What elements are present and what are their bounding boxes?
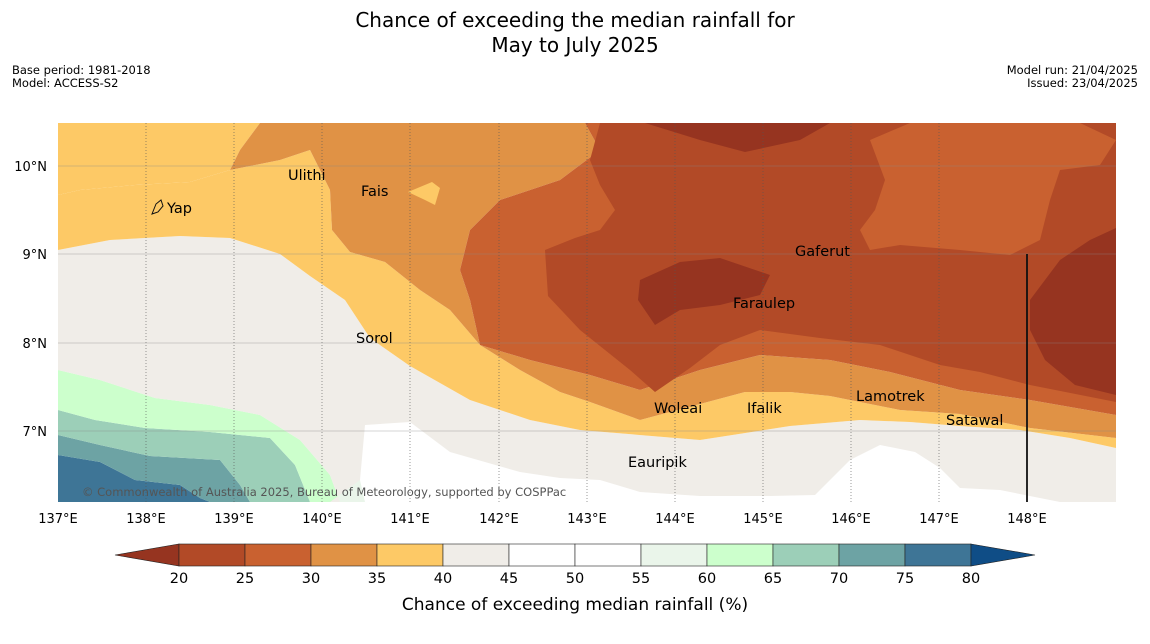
place-satawal: Satawal <box>946 413 1003 429</box>
yap-island <box>151 199 164 215</box>
colorbar-tick-labels: 20 25 30 35 40 45 50 55 60 65 70 75 80 <box>170 571 980 587</box>
place-woleai: Woleai <box>654 401 702 417</box>
place-eauripik: Eauripik <box>628 455 687 471</box>
lon-label: 148°E <box>1007 512 1047 527</box>
colorbar-tick: 80 <box>962 571 980 587</box>
lat-label: 7°N <box>23 425 48 440</box>
colorbar-seg <box>904 543 972 567</box>
lon-label: 145°E <box>743 512 783 527</box>
place-fais: Fais <box>361 184 388 200</box>
lon-tick-labels: 137°E 138°E 139°E 140°E 141°E 142°E 143°… <box>38 512 1047 527</box>
colorbar-seg <box>838 543 906 567</box>
band-35-40-fais <box>408 182 440 205</box>
place-labels: Yap Ulithi Fais Sorol Gaferut Faraulep W… <box>166 168 1003 471</box>
colorbar-seg <box>772 543 840 567</box>
colorbar-label: Chance of exceeding median rainfall (%) <box>402 595 748 615</box>
lon-label: 143°E <box>567 512 607 527</box>
lon-label: 139°E <box>214 512 254 527</box>
colorbar-seg <box>508 543 576 567</box>
forecast-map: Yap Ulithi Fais Sorol Gaferut Faraulep W… <box>14 123 1116 527</box>
lat-tick-labels: 10°N 9°N 8°N 7°N <box>14 160 47 440</box>
colorbar-arrow-low <box>114 543 180 567</box>
colorbar-seg <box>640 543 708 567</box>
colorbar-seg <box>574 543 642 567</box>
model-text: Model: ACCESS-S2 <box>12 76 119 90</box>
base-period-text: Base period: 1981-2018 <box>12 63 151 77</box>
band-lt20-mid <box>638 258 770 325</box>
place-ulithi: Ulithi <box>288 168 326 184</box>
lat-label: 8°N <box>23 337 48 352</box>
meta-left: Base period: 1981-2018 Model: ACCESS-S2 <box>12 64 151 90</box>
band-60-65 <box>58 370 340 502</box>
colorbar-tick: 70 <box>830 571 848 587</box>
lon-label: 141°E <box>390 512 430 527</box>
band-30-35-low <box>480 345 1116 438</box>
colorbar-tick: 50 <box>566 571 584 587</box>
lon-label: 142°E <box>479 512 519 527</box>
band-70-75 <box>58 435 250 502</box>
place-gaferut: Gaferut <box>795 244 850 260</box>
latitude-lines <box>58 165 1116 432</box>
band-35-40 <box>58 123 260 195</box>
colorbar-tick: 25 <box>236 571 254 587</box>
band-lt20-n <box>645 123 830 152</box>
lon-label: 147°E <box>919 512 959 527</box>
lon-label: 146°E <box>831 512 871 527</box>
colorbar-seg <box>706 543 774 567</box>
graticule <box>145 123 940 502</box>
colorbar-seg <box>442 543 510 567</box>
lon-label: 144°E <box>655 512 695 527</box>
band-25-30-patch-ne <box>860 123 1116 255</box>
band-75-80 <box>58 455 210 502</box>
colorbar-tick: 55 <box>632 571 650 587</box>
colorbar-tick: 30 <box>302 571 320 587</box>
colorbar-tick: 45 <box>500 571 518 587</box>
band-30-35 <box>230 123 600 345</box>
colorbar-seg <box>244 543 312 567</box>
lat-label: 10°N <box>14 160 47 175</box>
band-35-40-main <box>58 150 1116 502</box>
place-lamotrek: Lamotrek <box>856 389 925 405</box>
colorbar-tick: 35 <box>368 571 386 587</box>
colorbar-seg <box>178 543 246 567</box>
colorbar-arrow-high <box>970 543 1036 567</box>
colorbar-tick: 40 <box>434 571 452 587</box>
place-faraulep: Faraulep <box>733 296 795 312</box>
band-lt20-e <box>1030 228 1116 395</box>
colorbar-seg <box>376 543 444 567</box>
lon-label: 137°E <box>38 512 78 527</box>
band-40-45 <box>58 236 1116 502</box>
title-line-2: May to July 2025 <box>491 33 659 57</box>
map-title: Chance of exceeding the median rainfall … <box>0 8 1150 58</box>
lon-label: 140°E <box>302 512 342 527</box>
colorbar-segments <box>114 543 1036 567</box>
place-ifalik: Ifalik <box>747 401 782 417</box>
issued-text: Issued: 23/04/2025 <box>1027 76 1138 90</box>
lat-label: 9°N <box>23 248 48 263</box>
colorbar-tick: 20 <box>170 571 188 587</box>
place-yap: Yap <box>166 201 192 217</box>
title-line-1: Chance of exceeding the median rainfall … <box>355 8 795 32</box>
model-run-text: Model run: 21/04/2025 <box>1006 63 1138 77</box>
place-sorol: Sorol <box>356 331 393 347</box>
colorbar-tick: 65 <box>764 571 782 587</box>
lon-label: 138°E <box>126 512 166 527</box>
colorbar-tick: 60 <box>698 571 716 587</box>
colorbar-seg <box>310 543 378 567</box>
copyright-text: © Commonwealth of Australia 2025, Bureau… <box>82 485 566 499</box>
meta-right: Model run: 21/04/2025 Issued: 23/04/2025 <box>1007 64 1138 90</box>
band-65-70 <box>58 410 310 502</box>
colorbar-tick: 75 <box>896 571 914 587</box>
